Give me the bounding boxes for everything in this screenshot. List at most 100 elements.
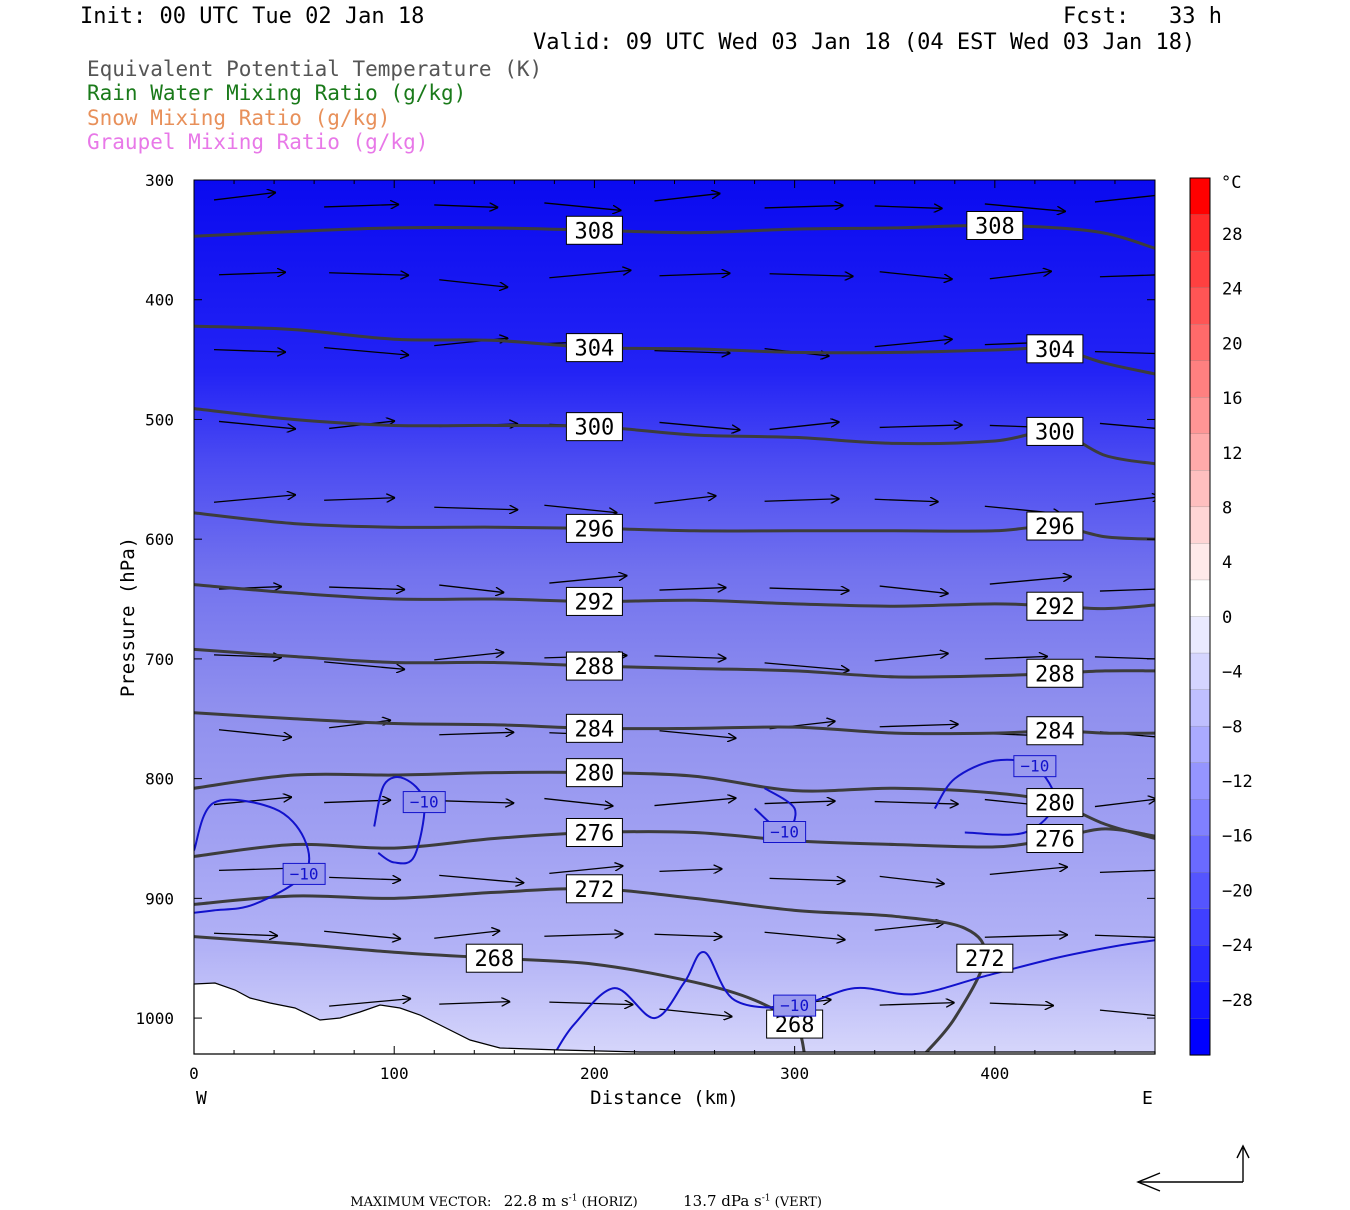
wind-vector: [1094, 350, 1155, 355]
wind-vector: [984, 203, 1066, 212]
theta-e-contour: [194, 407, 1155, 466]
wind-vector: [329, 587, 405, 590]
wind-vector: [544, 504, 617, 512]
wind-vector: [213, 933, 278, 936]
wind-vector: [439, 874, 524, 883]
theta-e-contour-label: 280: [1026, 788, 1084, 818]
wind-vector: [984, 505, 1062, 513]
isotherm-contour: [933, 758, 1056, 836]
theta-e-contour: [194, 583, 1155, 611]
wind-vector: [1099, 731, 1155, 738]
wind-vector: [764, 347, 830, 357]
theta-e-contour: [194, 511, 1155, 541]
wind-vector: [329, 273, 409, 276]
y-tick-label: 500: [145, 410, 174, 429]
wind-vector: [213, 655, 282, 658]
wind-vector: [434, 931, 500, 939]
theta-e-contour-label: 300: [1026, 416, 1084, 446]
theta-e-contour-label: 268: [766, 1009, 824, 1039]
colorbar-tick-label: −12: [1222, 772, 1253, 792]
theta-e-contour-label: 296: [1026, 511, 1084, 541]
wind-vector: [1099, 869, 1155, 874]
plot-frame: [193, 179, 1156, 1055]
svg-text:268: 268: [474, 947, 514, 972]
svg-text:276: 276: [1035, 827, 1075, 852]
wind-vector: [654, 496, 716, 504]
wind-vector: [549, 733, 613, 736]
y-tick-label: 900: [145, 889, 174, 908]
y-tick-label: 700: [145, 650, 174, 669]
colorbar-swatch: [1189, 287, 1211, 325]
colorbar-swatch: [1189, 908, 1211, 947]
wind-vector: [989, 577, 1072, 585]
wind-vector: [329, 720, 391, 729]
svg-text:284: 284: [1035, 720, 1075, 745]
wind-vector: [879, 1003, 955, 1006]
wind-vector: [769, 422, 840, 431]
wind-vector: [329, 999, 411, 1007]
colorbar-tick-label: 4: [1222, 553, 1232, 573]
wind-vector: [659, 588, 726, 591]
svg-text:304: 304: [575, 337, 615, 362]
svg-text:308: 308: [575, 219, 615, 244]
x-tick-label: 400: [980, 1064, 1009, 1083]
theta-e-contour-label: 276: [1026, 823, 1084, 853]
wind-vector: [439, 1002, 510, 1005]
x-end-label-west: W: [196, 1088, 207, 1109]
wind-vector: [879, 724, 959, 727]
wind-vector: [213, 495, 296, 503]
wind-vector: [874, 499, 939, 502]
y-tick-label: 300: [145, 171, 174, 190]
wind-vector: [434, 652, 504, 661]
legend-rain-water: Rain Water Mixing Ratio (g/kg): [87, 81, 467, 105]
theta-e-contour: [194, 827, 1155, 858]
wind-vector: [764, 931, 846, 940]
wind-vector: [324, 204, 399, 207]
colorbar-tick-label: −20: [1222, 881, 1253, 901]
wind-vector: [874, 339, 953, 348]
colorbar-swatch: [1189, 360, 1211, 398]
wind-vector: [769, 1000, 832, 1008]
isotherm-contour-label: −10: [402, 791, 446, 814]
svg-text:304: 304: [1035, 338, 1075, 363]
theta-e-contour: [194, 711, 1155, 736]
colorbar-swatch: [1189, 945, 1211, 983]
isotherm-contour-label: −10: [773, 994, 817, 1017]
horiz-exponent: -1: [568, 1193, 578, 1204]
wind-vector: [218, 587, 282, 590]
svg-text:−10: −10: [1020, 757, 1049, 776]
wind-vector: [439, 424, 518, 427]
theta-e-contour-label: 304: [1026, 334, 1084, 364]
wind-vectors: [213, 192, 1155, 1017]
wind-vector: [654, 656, 726, 659]
theta-e-contour-label: 300: [565, 412, 623, 442]
svg-text:292: 292: [575, 590, 615, 615]
svg-text:296: 296: [575, 517, 615, 542]
wind-vector: [439, 584, 504, 593]
wind-vector: [989, 867, 1068, 876]
wind-vector: [434, 205, 498, 208]
legend-theta-e: Equivalent Potential Temperature (K): [87, 57, 543, 81]
wind-vector: [879, 425, 963, 428]
theta-e-contour-label: 292: [1026, 591, 1084, 621]
svg-text:308: 308: [975, 214, 1015, 239]
wind-vector: [1094, 194, 1155, 203]
wind-vector: [549, 576, 627, 584]
wind-vector: [434, 801, 514, 804]
wind-vector: [874, 206, 943, 209]
svg-text:300: 300: [1035, 420, 1075, 445]
isotherm-contour-label: −10: [763, 821, 807, 844]
svg-text:−10: −10: [290, 864, 319, 883]
wind-vector: [764, 662, 850, 671]
svg-text:284: 284: [575, 717, 615, 742]
colorbar-swatch: [1189, 506, 1211, 545]
wind-vector: [218, 1007, 288, 1016]
colorbar-swatch: [1189, 250, 1211, 289]
wind-vector: [764, 499, 840, 502]
wind-vector: [544, 934, 623, 937]
wind-vector: [1099, 274, 1155, 278]
wind-vector: [549, 866, 623, 875]
wind-vector: [324, 498, 395, 501]
y-tick-label: 1000: [135, 1009, 174, 1028]
